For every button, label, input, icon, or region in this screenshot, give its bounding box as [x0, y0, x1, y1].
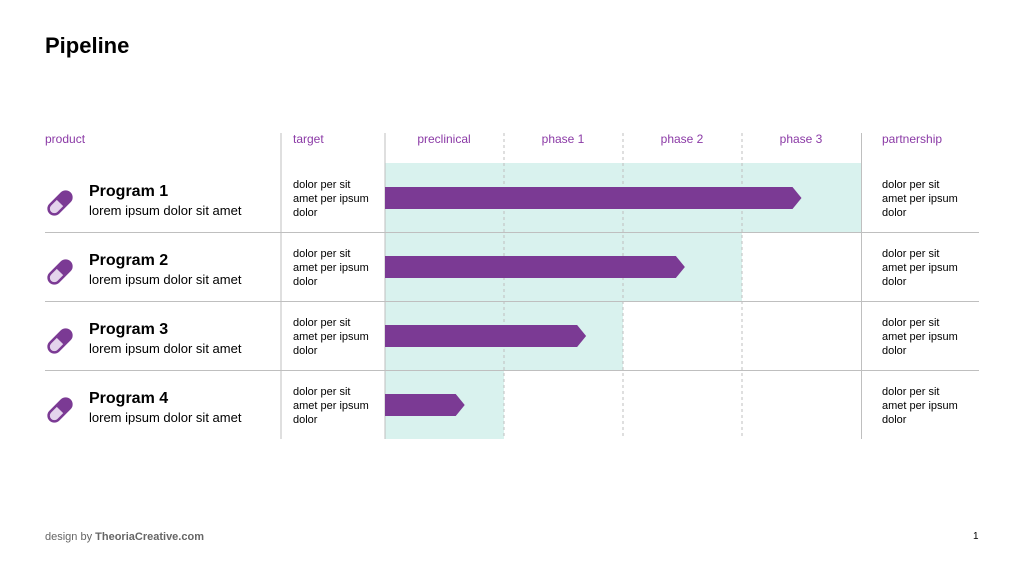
- footer-prefix: design by: [45, 531, 93, 543]
- phase-header-phase-3: phase 3: [779, 132, 823, 146]
- program-row-3: Program 3 lorem ipsum dolor sit amet: [43, 318, 283, 366]
- phase-header-preclinical: preclinical: [417, 132, 471, 146]
- program-description: lorem ipsum dolor sit amet: [89, 341, 242, 356]
- page-number: 1: [973, 531, 979, 542]
- program-row-1: Program 1 lorem ipsum dolor sit amet: [43, 180, 283, 228]
- program-partnership: dolor per sit amet per ipsum dolor: [882, 317, 958, 357]
- program-row-2: Program 2 lorem ipsum dolor sit amet: [43, 249, 283, 297]
- program-target: dolor per sit amet per ipsum dolor: [293, 248, 369, 288]
- page-title: Pipeline: [45, 33, 130, 58]
- product-header: product: [45, 132, 86, 146]
- pill-icon: [47, 259, 73, 285]
- progress-bar: [385, 394, 465, 416]
- program-name: Program 2: [89, 252, 169, 269]
- program-partnership: dolor per sit amet per ipsum dolor: [882, 179, 958, 219]
- program-target: dolor per sit amet per ipsum dolor: [293, 317, 369, 357]
- program-row-4: Program 4 lorem ipsum dolor sit amet: [43, 387, 283, 435]
- program-description: lorem ipsum dolor sit amet: [89, 203, 242, 218]
- phase-header-phase-1: phase 1: [541, 132, 585, 146]
- progress-bar: [385, 187, 802, 209]
- progress-bar: [385, 325, 587, 347]
- progress-bar: [385, 256, 685, 278]
- program-name: Program 1: [89, 183, 169, 200]
- footer-brand: TheoriaCreative.com: [95, 531, 204, 543]
- partnership-header: partnership: [882, 132, 943, 146]
- program-target: dolor per sit amet per ipsum dolor: [293, 179, 369, 219]
- footer-credit: design by TheoriaCreative.com: [45, 530, 204, 544]
- pill-icon: [47, 190, 73, 216]
- program-partnership: dolor per sit amet per ipsum dolor: [882, 386, 958, 426]
- target-header: target: [293, 132, 324, 146]
- program-description: lorem ipsum dolor sit amet: [89, 410, 242, 425]
- phase-header-phase-2: phase 2: [660, 132, 704, 146]
- program-partnership: dolor per sit amet per ipsum dolor: [882, 248, 958, 288]
- pill-icon: [47, 328, 73, 354]
- pill-icon: [47, 397, 73, 423]
- grid-lines: [45, 133, 979, 439]
- program-name: Program 4: [89, 390, 169, 407]
- progress-bars: [385, 187, 802, 416]
- program-target: dolor per sit amet per ipsum dolor: [293, 386, 369, 426]
- program-description: lorem ipsum dolor sit amet: [89, 272, 242, 287]
- program-name: Program 3: [89, 321, 169, 338]
